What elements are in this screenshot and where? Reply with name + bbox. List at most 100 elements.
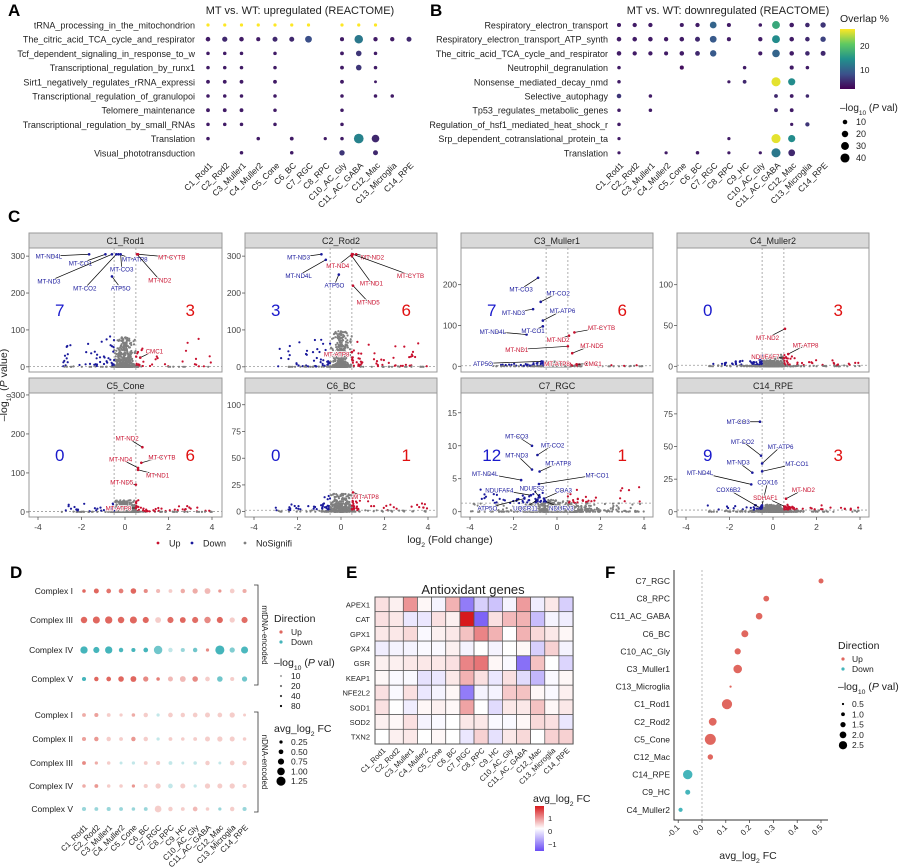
- volcano-point: [325, 510, 328, 513]
- volcano-point: [279, 510, 282, 513]
- dot: [617, 80, 621, 84]
- dot: [340, 51, 344, 56]
- volcano-point: [331, 347, 334, 350]
- volcano-point: [125, 341, 128, 344]
- dot: [820, 50, 826, 56]
- label-leader-line: [138, 253, 172, 258]
- volcano-point: [344, 499, 347, 502]
- dot: [695, 151, 700, 155]
- x-tick-label: 0: [123, 522, 128, 532]
- dot: [788, 135, 796, 143]
- volcano-point: [66, 361, 69, 364]
- labeled-gene-point: [786, 352, 790, 356]
- volcano-point: [772, 506, 775, 509]
- volcano-point: [121, 348, 124, 352]
- x-tick-label: -2: [78, 522, 86, 532]
- volcano-point: [298, 341, 301, 344]
- legend-title: –log10 (P val): [840, 103, 898, 117]
- volcano-point: [617, 510, 620, 513]
- dot: [789, 65, 794, 70]
- volcano-point: [183, 365, 186, 368]
- volcano-point: [100, 340, 103, 343]
- panel-c-volcano-plots: C1_Rod1MT-ND4LMT-CO1MT-ND3MT-CO2MT-ATP8M…: [0, 232, 870, 549]
- volcano-point: [597, 508, 600, 511]
- volcano-point: [532, 362, 535, 365]
- volcano-point: [712, 362, 715, 365]
- volcano-point: [623, 364, 626, 367]
- volcano-point: [480, 497, 483, 500]
- row-label: Tp53_regulates_metabolic_genes: [472, 106, 608, 116]
- labeled-gene-point: [320, 252, 323, 256]
- dot: [340, 94, 344, 98]
- volcano-point: [312, 505, 316, 508]
- labeled-gene-point: [138, 356, 142, 359]
- volcano-point: [350, 335, 353, 338]
- volcano-point: [566, 364, 570, 367]
- volcano-point: [403, 510, 406, 513]
- volcano-point: [341, 497, 344, 501]
- volcano-point: [207, 365, 210, 368]
- volcano-point: [288, 354, 291, 357]
- volcano-point: [755, 365, 758, 368]
- volcano-point: [125, 360, 128, 363]
- volcano-point: [184, 349, 188, 352]
- volcano-point: [72, 365, 75, 368]
- legend-size-dot: [842, 119, 848, 125]
- volcano-point: [408, 364, 411, 367]
- volcano-point: [112, 346, 115, 349]
- volcano-point: [339, 339, 342, 342]
- volcano-point: [124, 351, 127, 355]
- labeled-gene-point: [760, 462, 764, 465]
- volcano-point: [729, 510, 732, 513]
- dot: [239, 108, 244, 113]
- facet-title: C14_RPE: [753, 381, 793, 391]
- gene-label: MT-ND2: [116, 435, 140, 442]
- volcano-point: [122, 501, 125, 504]
- volcano-point: [833, 365, 836, 368]
- volcano-point: [116, 347, 119, 350]
- volcano-point: [336, 334, 339, 337]
- volcano-point: [789, 507, 792, 510]
- dot: [289, 151, 294, 155]
- volcano-point: [539, 362, 543, 365]
- volcano-point: [299, 510, 302, 513]
- volcano-point: [93, 363, 96, 366]
- volcano-point: [336, 341, 339, 345]
- volcano-point: [208, 355, 211, 358]
- volcano-point: [588, 504, 591, 507]
- volcano-point: [303, 365, 306, 368]
- volcano-point: [342, 365, 345, 368]
- label-leader-line: [513, 308, 534, 313]
- dot: [695, 51, 700, 56]
- volcano-point: [585, 502, 588, 505]
- volcano-point: [399, 364, 402, 367]
- volcano-point: [277, 365, 280, 368]
- y-tick-label: 100: [11, 468, 25, 478]
- volcano-point: [617, 365, 621, 368]
- volcano-point: [801, 507, 804, 510]
- volcano-point: [709, 365, 713, 368]
- dot: [129, 616, 137, 624]
- volcano-point: [573, 506, 576, 509]
- volcano-point: [493, 501, 496, 504]
- dot: [229, 588, 235, 594]
- volcano-point: [549, 364, 552, 367]
- volcano-point: [297, 507, 300, 510]
- volcano-point: [739, 364, 742, 367]
- volcano-point: [182, 365, 185, 368]
- volcano-point: [329, 507, 332, 510]
- x-tick-label: 0: [771, 522, 776, 532]
- volcano-point: [351, 361, 354, 364]
- down-count: 3: [271, 301, 280, 320]
- dot: [632, 51, 637, 56]
- volcano-point: [123, 365, 126, 368]
- volcano-point: [587, 507, 590, 511]
- labeled-gene-point: [134, 506, 138, 510]
- volcano-point: [854, 361, 857, 364]
- dot: [223, 23, 227, 27]
- volcano-point: [758, 510, 761, 513]
- y-tick-label: 0: [452, 361, 457, 371]
- volcano-point: [521, 494, 524, 497]
- dot: [222, 65, 227, 70]
- dot: [727, 80, 731, 84]
